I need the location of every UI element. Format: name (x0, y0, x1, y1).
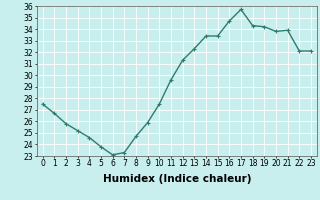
X-axis label: Humidex (Indice chaleur): Humidex (Indice chaleur) (102, 174, 251, 184)
